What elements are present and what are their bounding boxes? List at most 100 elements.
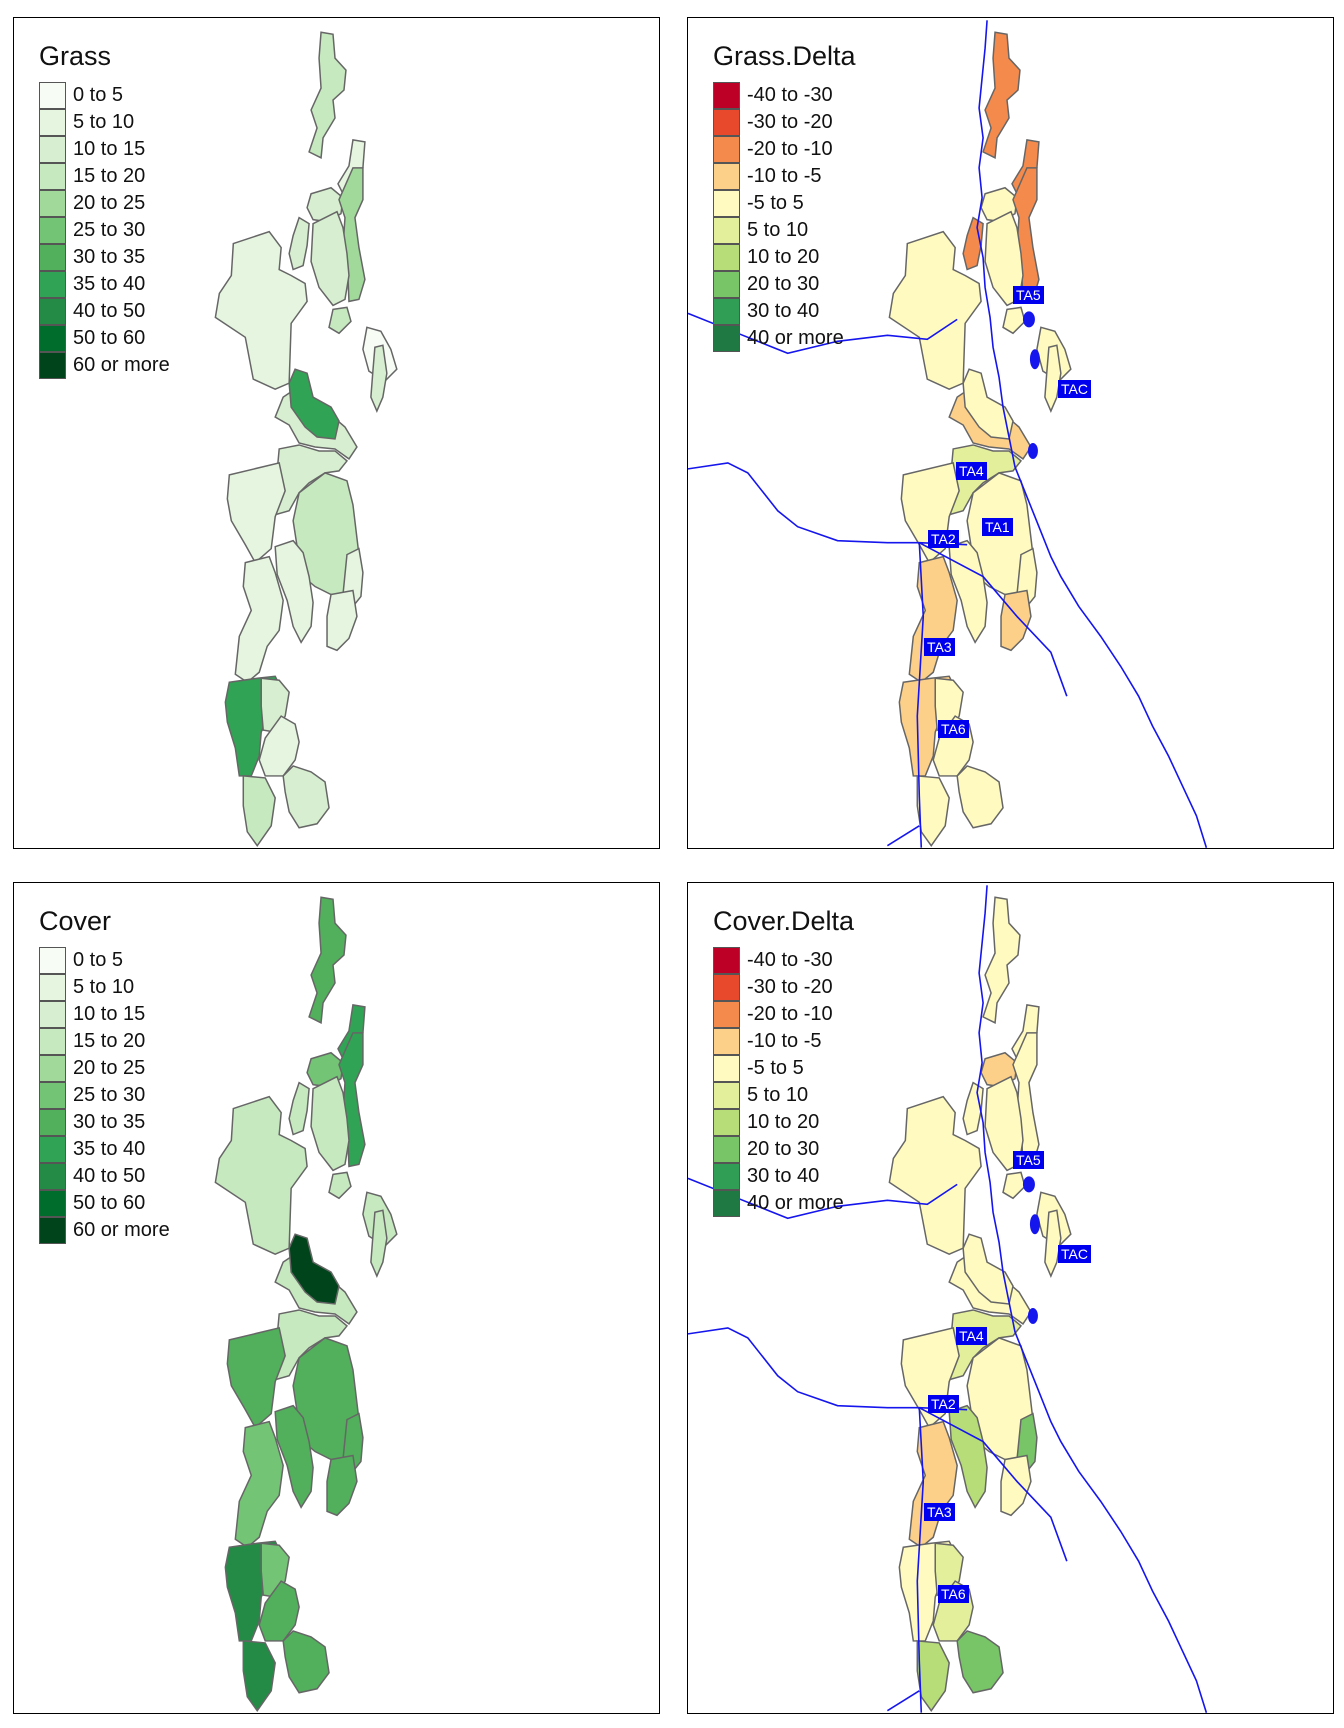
legend-item: 20 to 30 (713, 271, 856, 298)
legend-swatch (39, 1109, 66, 1136)
legend-swatch (713, 974, 740, 1001)
legend-swatch (39, 136, 66, 163)
map-region (370, 1209, 388, 1278)
cover-map-panel: Cover 0 to 5 5 to 10 10 to 15 15 to 20 20 to… (13, 882, 660, 1714)
map-region (282, 1630, 330, 1694)
river-line (886, 1690, 920, 1712)
legend-item: 5 to 10 (39, 974, 170, 1001)
legend-swatch (39, 1001, 66, 1028)
legend-item: 40 to 50 (39, 1163, 170, 1190)
legend-swatch (39, 217, 66, 244)
legend-swatch (39, 1055, 66, 1082)
legend-label: 40 or more (747, 327, 844, 349)
map-region (288, 1081, 310, 1136)
legend-item: 50 to 60 (39, 1190, 170, 1217)
legend-label: 35 to 40 (73, 273, 146, 295)
legend-swatch (713, 1001, 740, 1028)
legend-label: 15 to 20 (73, 165, 146, 187)
legend-swatch (713, 947, 740, 974)
map-region (916, 1640, 950, 1713)
area-label: TA5 (1013, 286, 1044, 304)
legend-swatch (713, 271, 740, 298)
legend-item: 15 to 20 (39, 1028, 170, 1055)
map-region (908, 555, 958, 684)
map-region (1044, 1209, 1062, 1278)
area-label: TAC (1058, 380, 1091, 398)
legend-item: 10 to 20 (713, 244, 856, 271)
legend-item: -10 to -5 (713, 1028, 854, 1055)
legend-label: 10 to 15 (73, 1003, 146, 1025)
area-label: TA1 (982, 518, 1013, 536)
legend-label: 20 to 30 (747, 1138, 820, 1160)
legend-rows: -40 to -30 -30 to -20 -20 to -10 -10 to -5 -… (713, 82, 856, 352)
legend-title: Cover (39, 906, 112, 936)
map-region (308, 31, 347, 160)
lake (1022, 1176, 1035, 1193)
map-region (326, 589, 358, 652)
map-region (948, 539, 988, 644)
legend-swatch (39, 1217, 66, 1244)
legend-label: -20 to -10 (747, 138, 833, 160)
legend-swatch (39, 163, 66, 190)
legend-item: 10 to 15 (39, 136, 170, 163)
legend-swatch (713, 1028, 740, 1055)
legend-item: 0 to 5 (39, 947, 170, 974)
area-label: TA3 (924, 638, 955, 656)
legend-item: 40 or more (713, 325, 856, 352)
cover-delta-map-panel: Cover.Delta -40 to -30 -30 to -20 -20 to -… (687, 882, 1334, 1714)
legend-item: 30 to 40 (713, 1163, 854, 1190)
cover-delta-map (688, 885, 1208, 1713)
map-region (338, 1032, 366, 1168)
legend-item: -20 to -10 (713, 1001, 854, 1028)
legend-swatch (39, 1190, 66, 1217)
river-line (916, 542, 925, 848)
legend-label: 35 to 40 (73, 1138, 146, 1160)
legend-item: 0 to 5 (39, 82, 170, 109)
river-line (918, 541, 1068, 697)
legend-label: 5 to 10 (747, 219, 809, 241)
cover-delta-legend: Cover.Delta -40 to -30 -30 to -20 -20 to -… (713, 905, 854, 1217)
legend-item: 40 to 50 (39, 298, 170, 325)
map-region (274, 539, 314, 644)
grass-map-panel: Grass 0 to 5 5 to 10 10 to 15 15 to 20 20 to… (13, 17, 660, 849)
map-region (956, 1630, 1004, 1694)
grass-delta-map (688, 20, 1208, 848)
legend-swatch (39, 1028, 66, 1055)
legend-item: -10 to -5 (713, 163, 856, 190)
legend-label: 60 or more (73, 354, 170, 376)
legend-item: 5 to 10 (39, 109, 170, 136)
legend-item: 30 to 35 (39, 244, 170, 271)
legend-item: 25 to 30 (39, 217, 170, 244)
map-region (326, 1454, 358, 1517)
area-label: TA6 (938, 1585, 969, 1603)
legend-item: 20 to 25 (39, 1055, 170, 1082)
map-region (308, 896, 347, 1025)
legend-item: 10 to 15 (39, 1001, 170, 1028)
legend-swatch (713, 1109, 740, 1136)
legend-swatch (39, 109, 66, 136)
legend-label: 20 to 25 (73, 192, 146, 214)
legend-swatch (713, 217, 740, 244)
map-region (1044, 344, 1062, 413)
map-region (310, 1075, 350, 1172)
map-region (908, 1420, 958, 1549)
legend-swatch (39, 947, 66, 974)
legend-item: 10 to 20 (713, 1109, 854, 1136)
river-line (976, 20, 1208, 848)
legend-title: Cover.Delta (713, 906, 855, 936)
legend-rows: -40 to -30 -30 to -20 -20 to -10 -10 to -5 -… (713, 947, 854, 1217)
map-region (234, 1420, 284, 1549)
legend-label: 30 to 40 (747, 300, 820, 322)
legend-item: 25 to 30 (39, 1082, 170, 1109)
map-region (948, 1404, 988, 1509)
legend-swatch (713, 190, 740, 217)
legend-label: -40 to -30 (747, 84, 833, 106)
legend-label: -5 to 5 (747, 1057, 804, 1079)
lake (1029, 349, 1040, 370)
legend-label: 10 to 20 (747, 1111, 820, 1133)
legend-item: 50 to 60 (39, 325, 170, 352)
map-region (956, 765, 1004, 829)
legend-label: 0 to 5 (73, 84, 124, 106)
area-label: TA3 (924, 1503, 955, 1521)
legend-item: -30 to -20 (713, 974, 854, 1001)
